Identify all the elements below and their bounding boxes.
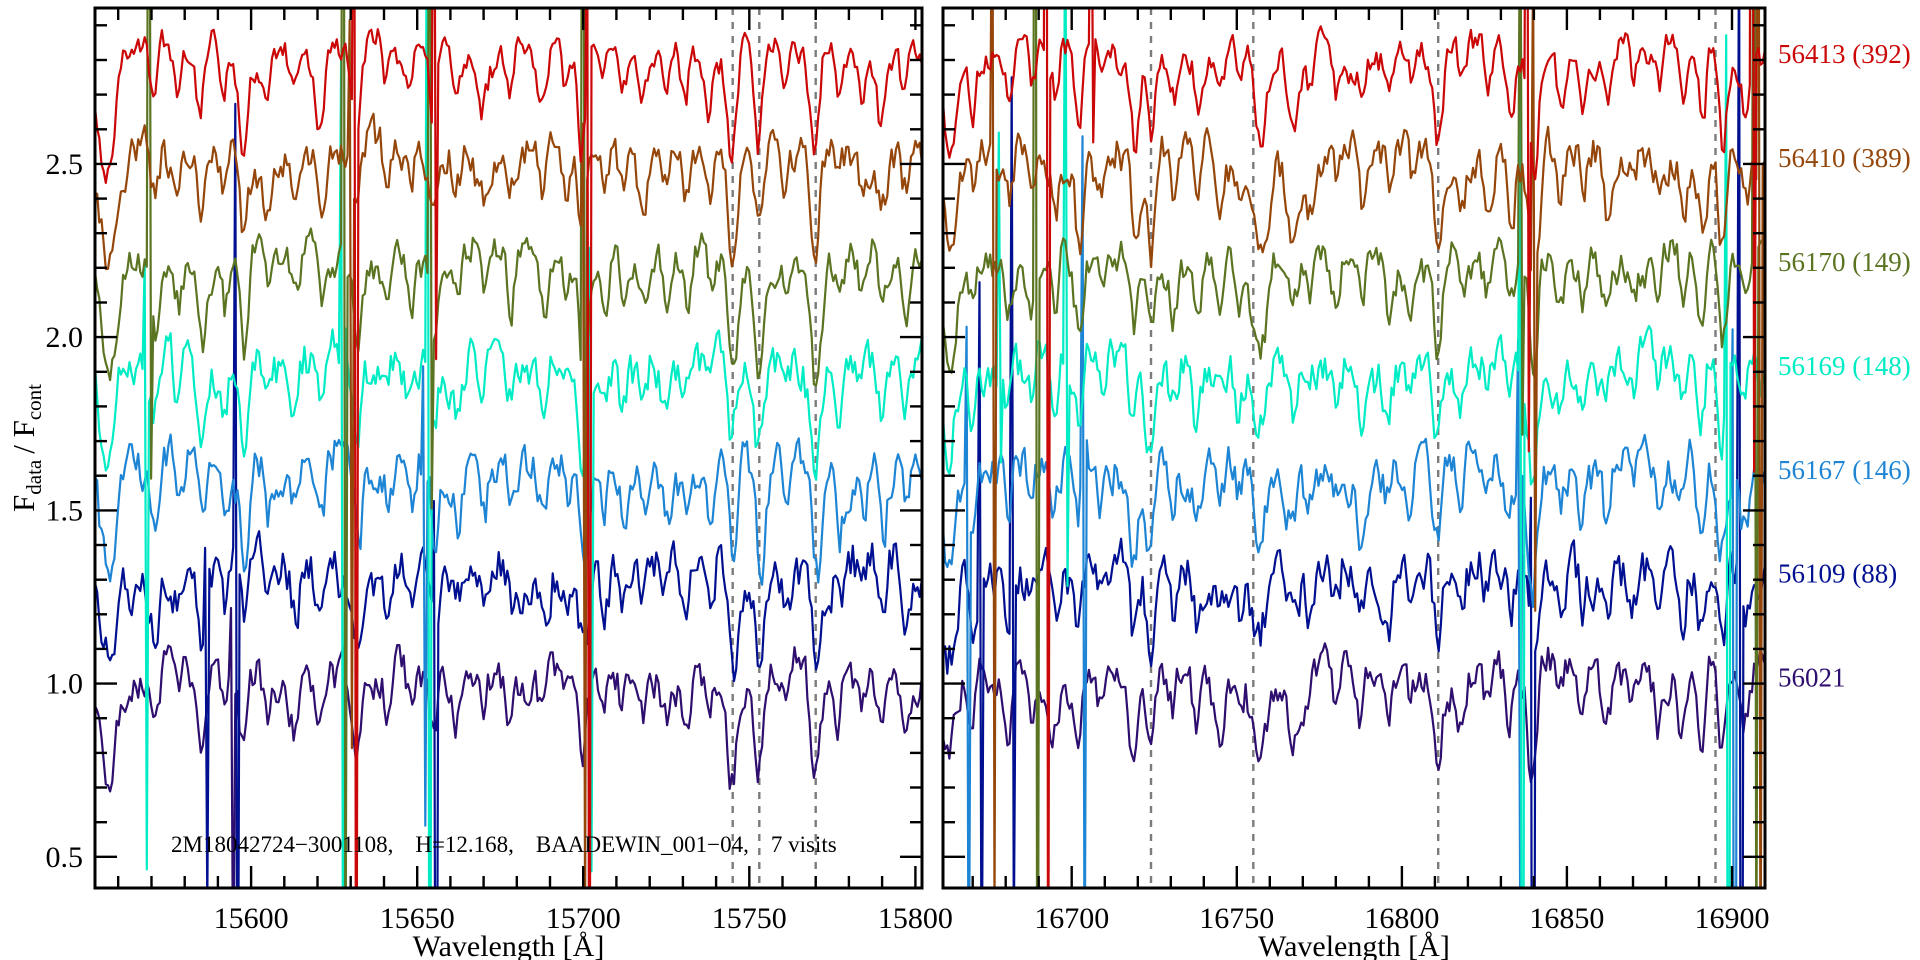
visit-label: 56410 (389) [1778,143,1911,173]
panel-0-plot-area [95,8,922,888]
spectrum-56170-panel-0 [95,8,922,888]
x-axis-title: Wavelength [Å] [1258,930,1450,960]
visit-label: 56167 (146) [1778,455,1911,485]
y-axis-title: Fdata/ Fcont [6,384,46,512]
x-tick-label: 15700 [546,902,621,935]
x-axis-title: Wavelength [Å] [413,930,605,960]
visit-label: 56170 (149) [1778,247,1911,277]
spectrum-56021-panel-1 [943,642,1765,784]
y-tick-label: 2.0 [46,321,84,354]
panel-0-frame [93,6,924,890]
visit-label: 56169 (148) [1778,351,1911,381]
x-tick-label: 16700 [1034,902,1109,935]
x-tick-label: 15650 [380,902,455,935]
panel-0-ticks [95,8,922,888]
spectrum-56167-panel-1 [943,135,1765,888]
visit-label: 56413 (392) [1778,39,1911,69]
y-tick-label: 1.0 [46,668,84,701]
y-tick-label: 0.5 [46,841,84,874]
spectrum-56109-panel-1 [943,8,1765,888]
annotation: 2M18042724−3001108, H=12.168, BAADEWIN_001… [171,832,837,857]
x-tick-label: 15600 [214,902,289,935]
x-tick-label: 15800 [878,902,953,935]
spectrum-56413-panel-0 [95,8,922,888]
x-tick-label: 16850 [1529,902,1604,935]
x-tick-label: 16750 [1199,902,1274,935]
visit-label: 56109 (88) [1778,559,1897,589]
visit-label: 56021 [1778,663,1846,693]
spectrum-56169-panel-1 [943,8,1765,888]
spectrum-56170-panel-1 [943,8,1765,888]
panel-1-frame [941,6,1767,890]
x-tick-label: 16800 [1364,902,1439,935]
spectrum-56021-panel-0 [95,606,922,888]
spectrum-56410-panel-0 [95,19,922,888]
spectrum-56109-panel-0 [95,102,922,888]
spectrum-56167-panel-0 [95,365,922,827]
x-tick-label: 15750 [712,902,787,935]
y-tick-label: 1.5 [46,494,84,527]
panel-1-plot-area [943,8,1765,888]
spectrum-56169-panel-0 [95,8,922,888]
spectrum-56413-panel-1 [943,8,1765,888]
x-tick-label: 16900 [1695,902,1770,935]
spectrum-56410-panel-1 [943,8,1765,888]
panel-1-ticks [943,8,1765,888]
y-tick-label: 2.5 [46,148,84,181]
